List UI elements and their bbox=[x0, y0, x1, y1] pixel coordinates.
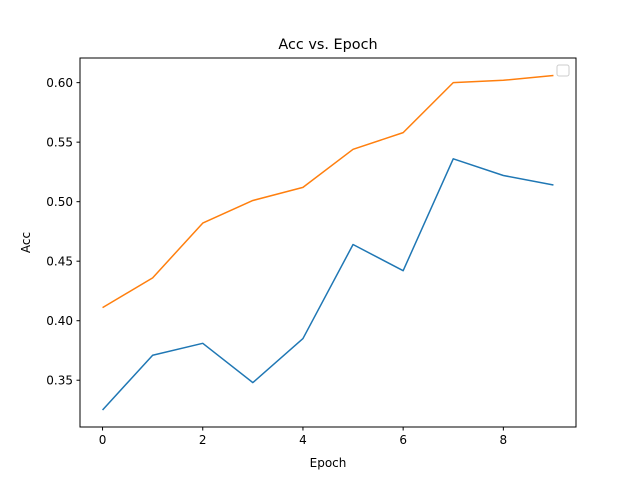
x-tick-label: 4 bbox=[299, 433, 307, 447]
axes-frame bbox=[79, 57, 577, 428]
y-tick-label: 0.40 bbox=[46, 314, 73, 328]
chart-title: Acc vs. Epoch bbox=[278, 37, 377, 53]
y-tick-label: 0.50 bbox=[46, 195, 73, 209]
y-tick-label: 0.55 bbox=[46, 136, 73, 150]
y-tick-label: 0.35 bbox=[46, 374, 73, 388]
legend-box bbox=[556, 64, 570, 77]
y-tick-label: 0.45 bbox=[46, 255, 73, 269]
x-tick-label: 8 bbox=[500, 433, 508, 447]
x-axis-title: Epoch bbox=[310, 456, 347, 470]
x-axis: 0 2 4 6 8 bbox=[99, 427, 507, 447]
x-tick-label: 6 bbox=[399, 433, 407, 447]
y-axis: 0.35 0.40 0.45 0.50 0.55 0.60 bbox=[46, 76, 80, 388]
y-axis-title: Acc bbox=[19, 232, 33, 253]
x-tick-label: 0 bbox=[99, 433, 107, 447]
plot-area bbox=[79, 57, 577, 428]
series-layer bbox=[101, 74, 554, 411]
x-tick-label: 2 bbox=[199, 433, 207, 447]
series-line-2 bbox=[102, 74, 554, 309]
series-line-1 bbox=[101, 158, 554, 411]
y-tick-label: 0.60 bbox=[46, 76, 73, 90]
